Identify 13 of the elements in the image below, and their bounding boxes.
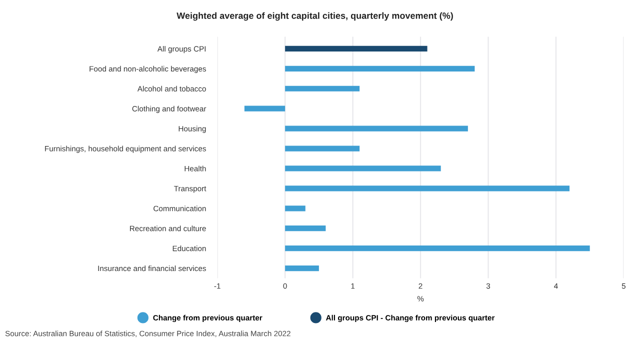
bar <box>285 226 326 232</box>
bar <box>285 66 475 72</box>
bar <box>285 206 306 212</box>
bar <box>285 126 468 132</box>
bar <box>285 265 319 272</box>
bar <box>285 166 441 172</box>
chart-title: Weighted average of eight capital cities, quarterly movement (%) <box>176 12 453 21</box>
bar <box>285 86 360 92</box>
bar <box>285 146 360 152</box>
bar <box>285 186 570 192</box>
bar <box>285 46 428 52</box>
bar <box>244 106 286 112</box>
bar <box>285 246 590 252</box>
